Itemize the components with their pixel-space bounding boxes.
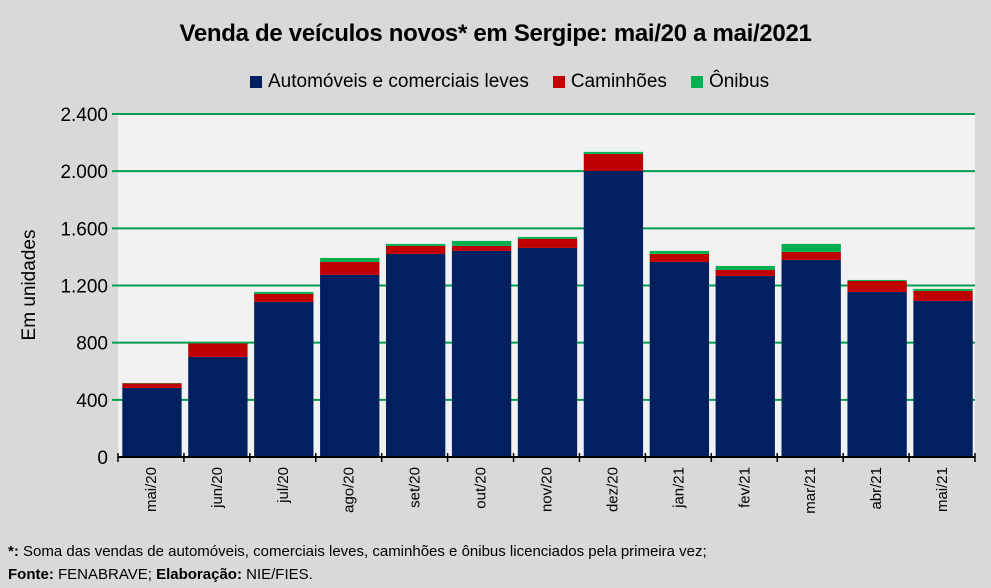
bar-onibus-nov-20 — [517, 236, 578, 239]
axes — [117, 453, 976, 462]
y-tick-label: 400 — [76, 391, 108, 412]
legend-label-caminhoes: Caminhões — [570, 71, 667, 92]
bar-caminhoes-out-20 — [451, 245, 512, 251]
y-tick-label: 2.000 — [60, 162, 108, 183]
bar-onibus-ago-20 — [320, 257, 380, 262]
x-tick-label: out/20 — [473, 467, 490, 509]
bar-automoveis-jul-20 — [254, 301, 314, 457]
x-tick-label: nov/20 — [539, 467, 556, 512]
x-tick-label: dez/20 — [604, 467, 621, 512]
bar-caminhoes-nov-20 — [517, 238, 578, 248]
source-text: FENABRAVE; — [53, 566, 157, 583]
legend-swatch-onibus — [690, 76, 703, 88]
y-tick-label: 800 — [76, 334, 108, 355]
bar-onibus-abr-21 — [847, 279, 907, 281]
x-tick-label: ago/20 — [341, 467, 358, 513]
bar-automoveis-jan-21 — [649, 261, 710, 457]
bar-onibus-out-20 — [451, 240, 512, 246]
bar-automoveis-dez-20 — [583, 170, 644, 457]
legend-label-onibus: Ônibus — [708, 71, 770, 92]
bar-automoveis-mai-21 — [913, 300, 973, 457]
bar-onibus-fev-21 — [715, 265, 775, 270]
y-tick-label: 1.200 — [60, 277, 108, 298]
bar-onibus-dez-20 — [583, 151, 644, 154]
bar-caminhoes-jun-20 — [188, 343, 248, 357]
y-tick-label: 2.400 — [60, 105, 108, 126]
x-tick-label: mai/20 — [143, 467, 160, 512]
bar-automoveis-jun-20 — [188, 356, 248, 457]
bar-caminhoes-mai-20 — [122, 383, 182, 388]
bar-caminhoes-jul-20 — [254, 293, 314, 302]
footnote-text: Soma das vendas de automóveis, comerciai… — [18, 543, 707, 560]
bar-automoveis-ago-20 — [320, 274, 380, 457]
bar-caminhoes-mar-21 — [781, 251, 841, 260]
bar-automoveis-mar-21 — [781, 259, 841, 457]
bar-automoveis-fev-21 — [715, 275, 775, 457]
bar-caminhoes-set-20 — [385, 245, 446, 254]
bar-caminhoes-fev-21 — [715, 269, 775, 276]
footnote: *: Soma das vendas de automóveis, comerc… — [8, 540, 707, 563]
legend: Automóveis e comerciais leves Caminhões … — [250, 71, 769, 93]
bar-caminhoes-dez-20 — [583, 153, 644, 171]
legend-item-automoveis: Automóveis e comerciais leves — [250, 71, 529, 93]
footer: *: Soma das vendas de automóveis, comerc… — [8, 540, 707, 586]
legend-item-caminhoes: Caminhões — [552, 71, 667, 93]
bar-onibus-set-20 — [385, 243, 446, 246]
bar-onibus-jan-21 — [649, 250, 710, 254]
bar-automoveis-set-20 — [385, 253, 446, 457]
bar-automoveis-mai-20 — [122, 387, 182, 457]
legend-item-onibus: Ônibus — [690, 71, 770, 93]
bar-automoveis-out-20 — [451, 250, 512, 457]
source-line: Fonte: FENABRAVE; Elaboração: NIE/FIES. — [8, 563, 707, 586]
legend-swatch-automoveis — [250, 76, 262, 88]
bar-automoveis-nov-20 — [517, 247, 578, 457]
x-tick-label: fev/21 — [736, 467, 753, 508]
legend-label-automoveis: Automóveis e comerciais leves — [268, 71, 529, 92]
chart-title: Venda de veículos novos* em Sergipe: mai… — [179, 20, 812, 47]
bar-caminhoes-ago-20 — [320, 261, 380, 275]
footnote-marker: *: — [8, 543, 19, 560]
x-tick-label: mar/21 — [802, 467, 819, 514]
x-tick-label: abr/21 — [868, 467, 885, 510]
x-tick-label: jul/20 — [275, 467, 292, 504]
bar-automoveis-abr-21 — [847, 291, 907, 457]
tick-labels: 0 400 800 1.200 1.600 2.000 2.400 mai/20 jun/20 j… — [60, 105, 951, 514]
y-tick-label: 0 — [97, 448, 108, 469]
x-tick-label: jun/20 — [209, 467, 226, 509]
source-label: Fonte: — [8, 566, 54, 583]
bar-onibus-mai-21 — [913, 288, 973, 291]
x-tick-label: set/20 — [407, 467, 424, 508]
y-tick-label: 1.600 — [60, 219, 108, 240]
bar-caminhoes-abr-21 — [847, 280, 907, 292]
x-tick-label: mai/21 — [934, 467, 951, 512]
bar-onibus-jun-20 — [188, 342, 248, 344]
elaboration-label: Elaboração: — [156, 566, 242, 583]
bar-caminhoes-mai-21 — [913, 290, 973, 301]
bar-onibus-jul-20 — [254, 291, 314, 294]
x-tick-label: jan/21 — [670, 467, 687, 509]
elaboration-text: NIE/FIES. — [241, 566, 313, 583]
legend-swatch-caminhoes — [552, 76, 565, 88]
bar-onibus-mar-21 — [781, 243, 841, 252]
bar-caminhoes-jan-21 — [649, 253, 710, 262]
bars — [122, 151, 973, 457]
